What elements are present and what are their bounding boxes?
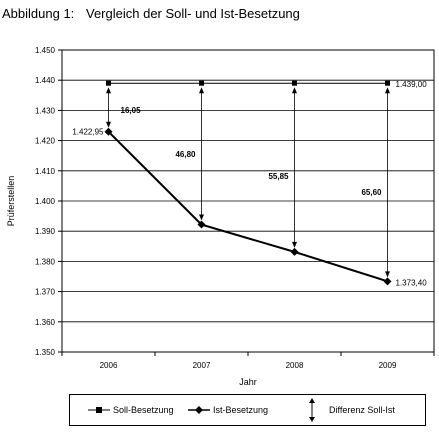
difference-label: 65,60 xyxy=(361,188,382,197)
x-axis-ticks: 2006 2007 2008 2009 xyxy=(61,352,435,370)
difference-arrowhead-up xyxy=(385,87,390,94)
figure-title: Abbildung 1: Vergleich der Soll- und Ist-… xyxy=(2,6,300,21)
figure-caption: Vergleich der Soll- und Ist-Besetzung xyxy=(86,6,300,21)
value-labels: 16,05 46,80 55,85 65,60 1.422,95 1.439,00 1.37… xyxy=(72,80,427,287)
difference-label: 55,85 xyxy=(268,172,289,181)
y-tick-label: 1.390 xyxy=(35,227,56,236)
y-tick-label: 1.370 xyxy=(35,288,56,297)
marker-ist xyxy=(290,247,299,256)
difference-label: 46,80 xyxy=(175,150,196,159)
difference-arrowhead-down xyxy=(385,271,390,278)
difference-arrows xyxy=(106,87,390,278)
point-value-label: 1.422,95 xyxy=(72,128,104,137)
difference-arrowhead-down xyxy=(292,241,297,248)
point-value-label: 1.439,00 xyxy=(396,80,428,89)
series-markers xyxy=(104,80,392,286)
y-tick-label: 1.430 xyxy=(35,106,56,115)
x-tick-label: 2007 xyxy=(193,361,211,370)
y-tick-label: 1.440 xyxy=(35,76,56,85)
marker-ist xyxy=(383,277,392,286)
marker-soll xyxy=(199,80,204,86)
legend-label-differenz: Differenz Soll-Ist xyxy=(329,405,395,415)
marker-soll xyxy=(292,80,297,86)
line-chart: 1.350 1.360 1.370 1.380 1.390 1.400 1.410 1.420… xyxy=(6,46,435,387)
grid-lines xyxy=(62,79,434,323)
y-tick-label: 1.420 xyxy=(35,137,56,146)
difference-arrowhead-down xyxy=(106,121,111,128)
legend-item-soll: Soll-Besetzung xyxy=(88,395,174,425)
y-tick-label: 1.360 xyxy=(35,318,56,327)
difference-label: 16,05 xyxy=(121,106,142,115)
legend-item-ist: Ist-Besetzung xyxy=(188,395,268,425)
marker-soll xyxy=(106,80,111,86)
legend-item-differenz: Differenz Soll-Ist xyxy=(306,395,395,425)
y-tick-label: 1.410 xyxy=(35,167,56,176)
diamond-marker-icon xyxy=(188,406,210,414)
legend: Soll-Besetzung Ist-Besetzung Differenz S… xyxy=(69,394,426,426)
figure-number: Abbildung 1: xyxy=(2,6,75,21)
marker-soll xyxy=(385,80,390,86)
x-tick-label: 2006 xyxy=(100,361,118,370)
difference-arrowhead-down xyxy=(199,214,204,221)
x-axis-title: Jahr xyxy=(239,377,257,387)
difference-arrowhead-up xyxy=(199,87,204,94)
legend-label-ist: Ist-Besetzung xyxy=(213,405,269,415)
difference-arrowhead-up xyxy=(106,87,111,94)
y-tick-label: 1.450 xyxy=(35,46,56,55)
marker-ist xyxy=(104,127,113,136)
marker-ist xyxy=(197,220,206,229)
y-axis-ticks: 1.350 1.360 1.370 1.380 1.390 1.400 1.410 1.420… xyxy=(35,46,62,357)
square-marker-icon xyxy=(88,407,110,413)
series-line-ist xyxy=(107,130,388,283)
series-lines xyxy=(107,82,388,283)
legend-label-soll: Soll-Besetzung xyxy=(113,405,174,415)
y-tick-label: 1.400 xyxy=(35,197,56,206)
y-tick-label: 1.380 xyxy=(35,257,56,266)
difference-arrowhead-up xyxy=(292,87,297,94)
y-tick-label: 1.350 xyxy=(35,348,56,357)
x-tick-label: 2008 xyxy=(286,361,304,370)
point-value-label: 1.373,40 xyxy=(396,278,428,287)
x-tick-label: 2009 xyxy=(379,361,397,370)
double-arrow-icon xyxy=(309,398,315,422)
y-axis-title: Prüferstellen xyxy=(6,176,16,227)
